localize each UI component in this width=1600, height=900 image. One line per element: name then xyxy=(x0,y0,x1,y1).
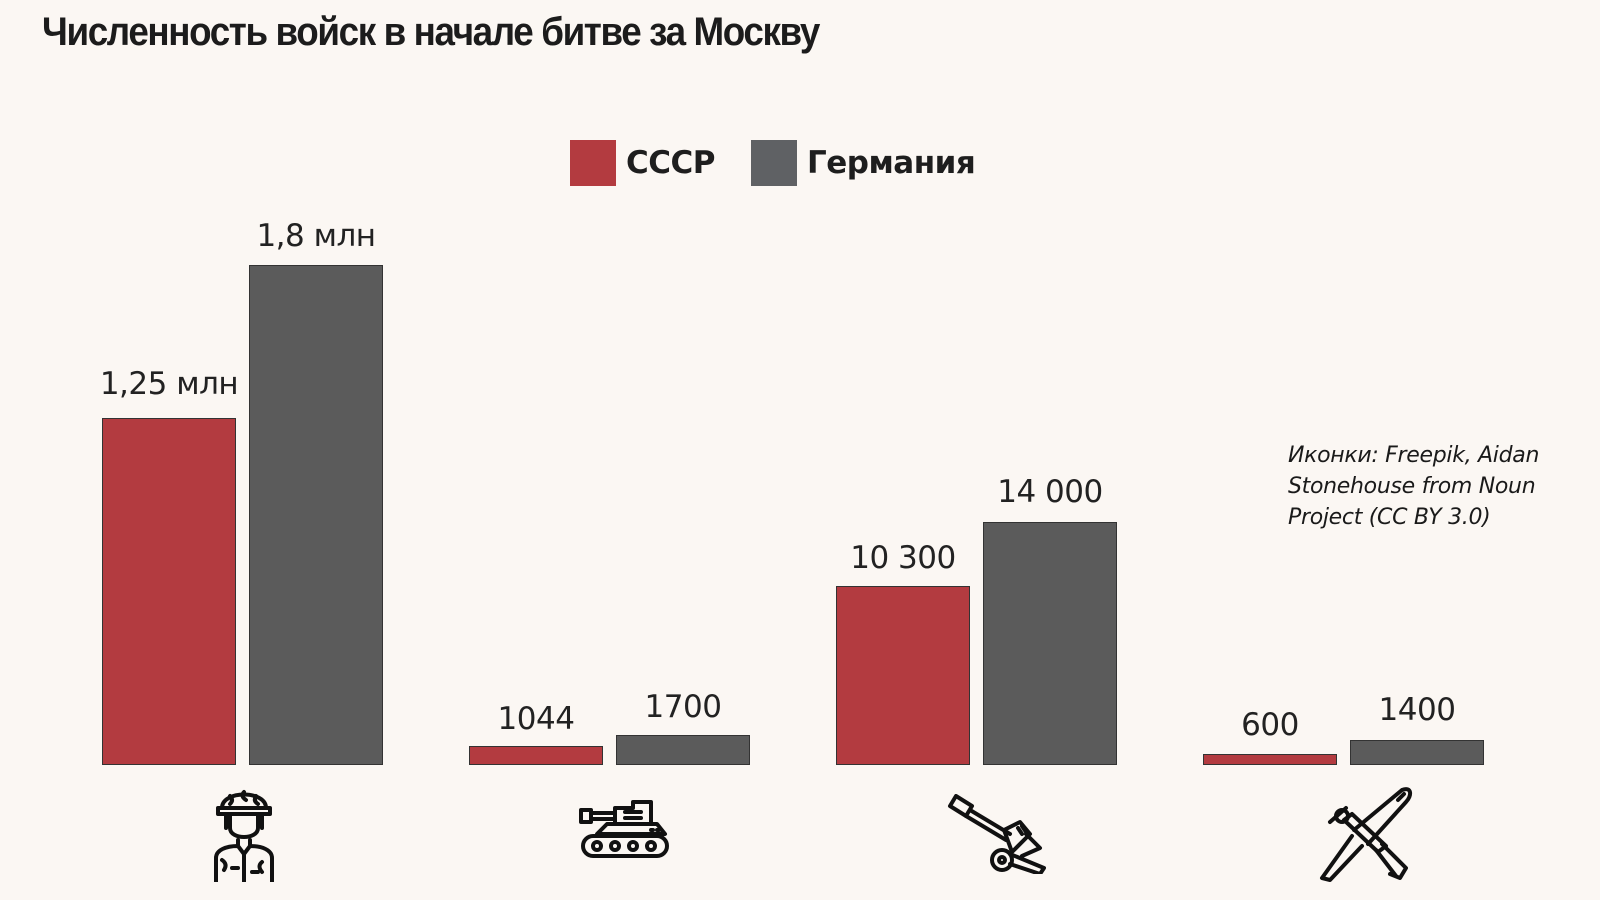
soldier-icon xyxy=(208,782,280,882)
artillery-icon xyxy=(946,794,1046,874)
legend-item-ussr: СССР xyxy=(570,140,715,186)
legend-label-germany: Германия xyxy=(806,145,976,181)
airplane-icon xyxy=(1316,786,1416,882)
legend-swatch-ussr xyxy=(570,140,616,186)
bar-germany-artillery xyxy=(983,522,1117,765)
chart-title: Численность войск в начале битве за Моск… xyxy=(42,10,820,54)
legend: СССР Германия xyxy=(570,140,1011,186)
bar-ussr-soldiers xyxy=(102,418,236,765)
bar-label-ussr-tanks: 1044 xyxy=(497,701,575,737)
icon-credit-note: Иконки: Freepik, Aidan Stonehouse from N… xyxy=(1288,443,1540,530)
bar-label-germany-aircraft: 1400 xyxy=(1378,692,1456,728)
bar-germany-tanks xyxy=(616,735,750,765)
bar-ussr-artillery xyxy=(836,586,970,765)
bar-label-germany-tanks: 1700 xyxy=(644,689,722,725)
legend-label-ussr: СССР xyxy=(626,145,715,181)
bar-label-ussr-artillery: 10 300 xyxy=(850,540,956,576)
tank-icon xyxy=(577,800,671,860)
bar-label-germany-artillery: 14 000 xyxy=(997,474,1103,510)
bar-label-ussr-soldiers: 1,25 млн xyxy=(99,366,239,402)
bar-label-ussr-aircraft: 600 xyxy=(1241,707,1299,743)
legend-swatch-germany xyxy=(750,140,797,186)
bar-germany-aircraft xyxy=(1350,740,1484,765)
bar-germany-soldiers xyxy=(249,265,383,765)
bar-ussr-aircraft xyxy=(1203,754,1337,765)
bar-ussr-tanks xyxy=(469,746,603,765)
bar-label-germany-soldiers: 1,8 млн xyxy=(256,218,376,254)
legend-item-germany: Германия xyxy=(750,140,976,186)
